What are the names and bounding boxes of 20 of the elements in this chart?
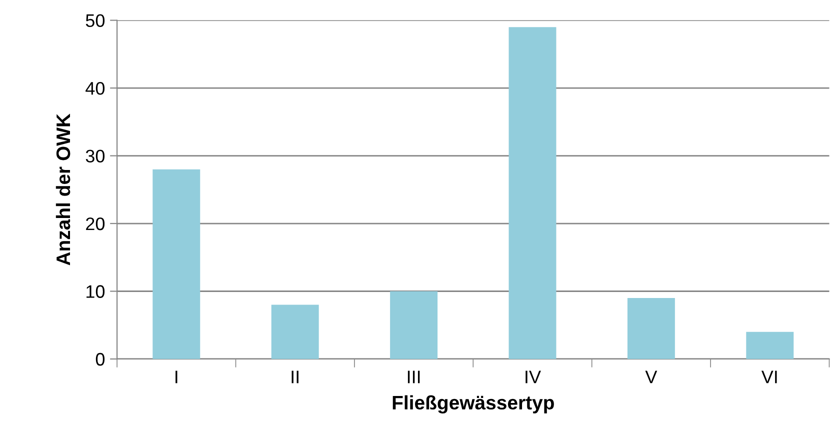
y-tick-label: 50 bbox=[86, 14, 105, 28]
bar bbox=[746, 332, 794, 359]
y-tick-label: 10 bbox=[86, 285, 105, 298]
y-tick-label: 40 bbox=[86, 82, 105, 95]
x-tick-label: II bbox=[292, 370, 298, 384]
x-axis-title: Fließgewässertyp bbox=[392, 395, 554, 414]
y-axis-title: Anzahl der OWK bbox=[56, 114, 70, 266]
x-tick-label: VI bbox=[761, 370, 777, 384]
x-tick-label: I bbox=[176, 370, 178, 384]
bar bbox=[271, 304, 319, 359]
bar bbox=[508, 27, 556, 359]
bar bbox=[390, 291, 438, 359]
y-tick-label: 0 bbox=[96, 352, 105, 366]
y-tick-label: 30 bbox=[86, 150, 105, 162]
x-tick-label: III bbox=[408, 370, 420, 384]
x-tick-label: V bbox=[645, 370, 658, 384]
x-tick-label: IV bbox=[526, 370, 541, 384]
bar bbox=[152, 169, 200, 359]
y-tick-label: 20 bbox=[86, 217, 105, 230]
bar bbox=[627, 298, 675, 359]
